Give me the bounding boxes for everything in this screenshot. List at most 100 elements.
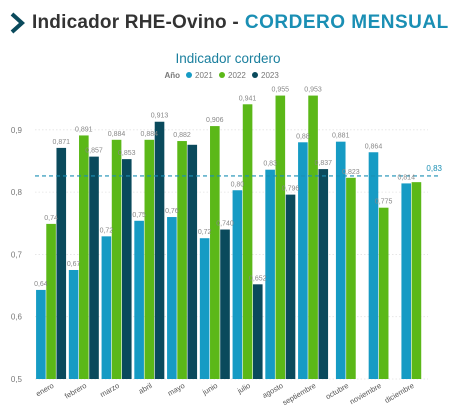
bar-julio-2021 xyxy=(232,190,243,379)
x-tick-label-marzo: marzo xyxy=(98,381,121,399)
bar-marzo-2022 xyxy=(111,139,122,379)
bar-junio-2021 xyxy=(199,238,210,379)
bar-junio-2022 xyxy=(210,126,220,380)
data-label-junio-2023: 0,740 xyxy=(216,221,234,228)
bar-julio-2023 xyxy=(252,284,263,379)
data-label-mayo-2022: 0,882 xyxy=(173,132,191,139)
data-label-agosto-2021: 0,83 xyxy=(263,161,277,168)
x-tick-label-agosto: agosto xyxy=(261,381,285,400)
bar-marzo-2021 xyxy=(101,236,112,379)
data-label-febrero-2021: 0,67 xyxy=(67,261,81,268)
data-label-junio-2022: 0,906 xyxy=(206,117,224,124)
data-label-noviembre-2022: 0,775 xyxy=(375,199,393,206)
x-tick-label-julio: julio xyxy=(235,381,252,396)
page-title-accent: CORDERO MENSUAL xyxy=(244,12,449,33)
bar-febrero-2022 xyxy=(79,135,89,379)
legend-title: Año xyxy=(164,71,180,80)
data-label-agosto-2023: 0,796 xyxy=(282,186,300,193)
data-label-septiembre-2021: 0,88 xyxy=(296,133,310,140)
x-tick-label-octubre: octubre xyxy=(324,381,350,401)
data-label-octubre-2021: 0,881 xyxy=(332,133,350,140)
bar-agosto-2023 xyxy=(285,194,296,379)
bar-noviembre-2022 xyxy=(378,207,389,379)
data-label-abril-2021: 0,75 xyxy=(132,212,146,219)
bar-febrero-2021 xyxy=(68,269,79,379)
bar-abril-2022 xyxy=(144,139,155,379)
value-labels: 0,64 0,67 0,72 0,75 0,76 0,72 0,80 0,83 0,88 0,88… xyxy=(34,87,415,288)
legend-marker-2022 xyxy=(219,72,225,78)
data-label-septiembre-2022: 0,953 xyxy=(304,87,322,94)
bar-marzo-2023 xyxy=(121,159,132,379)
data-label-marzo-2023: 0,853 xyxy=(118,150,136,157)
data-label-febrero-2023: 0,857 xyxy=(85,148,103,155)
data-label-febrero-2022: 0,891 xyxy=(75,126,93,133)
bar-enero-2023 xyxy=(56,147,67,379)
data-label-enero-2021: 0,64 xyxy=(34,281,48,288)
chart-legend: Año 2021 2022 2023 xyxy=(164,71,279,80)
data-label-marzo-2021: 0,72 xyxy=(100,227,114,234)
chart-bars xyxy=(36,95,422,380)
data-label-noviembre-2021: 0,864 xyxy=(365,143,383,150)
bar-julio-2022 xyxy=(242,104,253,379)
chart-grid xyxy=(35,129,428,380)
y-tick-label: 0,8 xyxy=(11,188,23,197)
reference-line-group: 0,83 xyxy=(35,164,443,177)
bar-enero-2022 xyxy=(46,223,56,379)
bar-agosto-2022 xyxy=(275,95,286,380)
x-tick-label-febrero: febrero xyxy=(63,381,88,401)
bar-noviembre-2021 xyxy=(368,152,379,379)
data-label-diciembre-2021: 0,814 xyxy=(397,174,415,181)
bar-abril-2021 xyxy=(134,220,144,379)
x-tick-label-mayo: mayo xyxy=(166,381,186,398)
data-label-abril-2023: 0,913 xyxy=(151,113,169,120)
page-header: Indicador RHE-Ovino - CORDERO MENSUAL xyxy=(8,10,449,36)
bar-enero-2021 xyxy=(36,289,46,379)
bar-abril-2023 xyxy=(154,121,165,380)
data-label-julio-2022: 0,941 xyxy=(239,95,257,102)
y-tick-label: 0,9 xyxy=(11,126,23,135)
bar-septiembre-2023 xyxy=(318,169,329,379)
y-tick-label: 0,5 xyxy=(11,375,23,384)
x-axis: enero febrero marzo abril mayo junio julio agos… xyxy=(34,381,415,408)
bar-octubre-2022 xyxy=(346,177,356,379)
bar-febrero-2023 xyxy=(89,156,99,379)
data-label-julio-2023: 0,652 xyxy=(249,275,267,282)
x-tick-label-junio: junio xyxy=(200,381,219,397)
legend-label-2021: 2021 xyxy=(195,71,213,80)
bar-diciembre-2021 xyxy=(401,183,412,379)
bar-diciembre-2022 xyxy=(411,182,422,379)
chevron-right-icon xyxy=(10,12,25,34)
legend-label-2023: 2023 xyxy=(261,71,279,80)
reference-line-label: 0,83 xyxy=(426,164,442,173)
legend-marker-2021 xyxy=(186,72,192,78)
bar-septiembre-2022 xyxy=(308,95,318,380)
legend-label-2022: 2022 xyxy=(228,71,246,80)
data-label-septiembre-2023: 0,837 xyxy=(315,160,333,167)
legend-marker-2023 xyxy=(252,72,258,78)
bar-octubre-2021 xyxy=(335,141,346,379)
bar-agosto-2021 xyxy=(265,169,275,379)
y-tick-label: 0,7 xyxy=(11,250,23,259)
data-label-abril-2022: 0,884 xyxy=(141,131,159,138)
data-label-enero-2022: 0,74 xyxy=(44,215,58,222)
page-title: Indicador RHE-Ovino - xyxy=(32,12,239,33)
bar-mayo-2022 xyxy=(177,141,187,379)
y-axis: 0,5 0,6 0,7 0,8 0,9 xyxy=(11,126,23,384)
x-tick-label-septiembre: septiembre xyxy=(281,381,318,407)
data-label-agosto-2022: 0,955 xyxy=(272,87,290,94)
data-label-enero-2023: 0,871 xyxy=(53,139,71,146)
x-tick-label-abril: abril xyxy=(137,381,154,396)
data-label-marzo-2022: 0,884 xyxy=(108,131,126,138)
data-label-octubre-2022: 0,823 xyxy=(342,169,360,176)
bar-mayo-2021 xyxy=(167,217,177,379)
x-tick-label-enero: enero xyxy=(34,381,55,398)
bar-septiembre-2021 xyxy=(298,142,308,379)
data-label-mayo-2021: 0,76 xyxy=(165,208,179,215)
y-tick-label: 0,6 xyxy=(11,313,23,322)
x-tick-label-diciembre: diciembre xyxy=(383,381,416,405)
data-label-julio-2021: 0,80 xyxy=(231,181,245,188)
bar-junio-2023 xyxy=(220,229,230,379)
chart-title: Indicador cordero xyxy=(175,51,280,66)
data-label-junio-2021: 0,72 xyxy=(198,229,212,236)
